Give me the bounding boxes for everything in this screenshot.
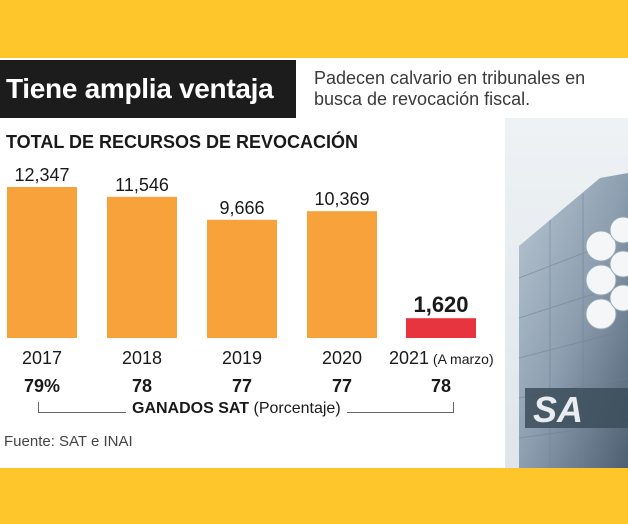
bar-2021 — [406, 318, 476, 338]
bar-chart: 12,347 11,546 9,666 10,369 1,620 — [7, 165, 476, 338]
percentage-row: 79% 78 77 77 78 — [0, 376, 505, 400]
value-label-2021: 1,620 — [413, 292, 468, 317]
year-label-2017: 2017 — [21, 348, 63, 368]
value-label-2020: 10,369 — [314, 189, 369, 209]
chart-title: TOTAL DE RECURSOS DE REVOCACIÓN — [6, 132, 359, 152]
year-note: (A marzo) — [429, 351, 494, 367]
bar-2019 — [207, 219, 277, 338]
percentage-2017: 79% — [23, 376, 61, 396]
ganados-unit: (Porcentaje) — [253, 400, 341, 417]
ganados-label: GANADOS SAT (Porcentaje) — [126, 400, 347, 418]
subtitle: Padecen calvario en tribunales en busca … — [314, 68, 586, 109]
year-label-2019: 2019 — [221, 348, 263, 368]
sat-sign-text: SA — [533, 389, 583, 430]
year-label-2018: 2018 — [121, 348, 163, 368]
sat-building-photo: SA — [505, 118, 628, 468]
percentage-2019: 77 — [231, 376, 253, 396]
value-label-2018: 11,546 — [115, 175, 169, 195]
year-label-2021: 2021 (A marzo) — [389, 348, 494, 368]
page-title: Tiene amplia ventaja — [6, 73, 274, 104]
percentage-2020: 77 — [331, 376, 353, 396]
bar-2020 — [307, 211, 377, 338]
percentage-2021: 78 — [430, 376, 452, 396]
year-label-2020: 2020 — [321, 348, 363, 368]
source-note: Fuente: SAT e INAI — [4, 433, 133, 450]
infographic-panel: Tiene amplia ventaja Padecen calvario en… — [0, 58, 628, 468]
ganados-title: GANADOS SAT — [132, 400, 250, 417]
year-row: 2017 2018 2019 2020 2021 (A marzo) — [0, 348, 505, 372]
value-label-2019: 9,666 — [219, 198, 264, 218]
percentage-2018: 78 — [131, 376, 153, 396]
bar-2017 — [7, 187, 77, 338]
title-bar: Tiene amplia ventaja — [0, 60, 296, 118]
value-label-2017: 12,347 — [14, 165, 69, 185]
bar-2018 — [107, 196, 177, 338]
